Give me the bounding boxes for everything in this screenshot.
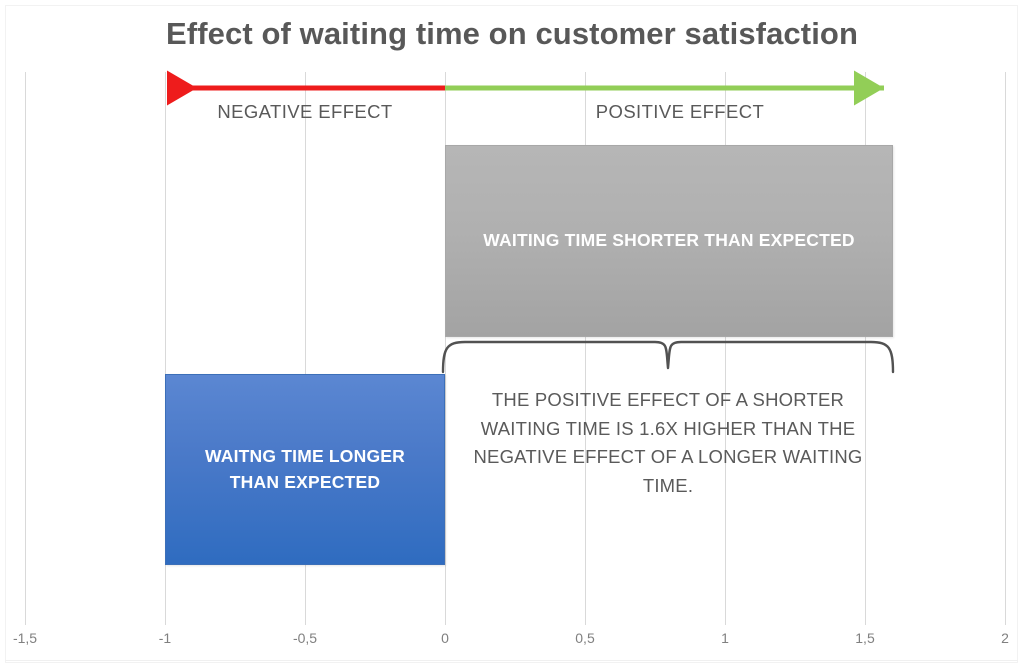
- gridline-2: [1005, 72, 1006, 625]
- positive-effect-label: POSITIVE EFFECT: [595, 101, 765, 122]
- x-axis-line: [5, 660, 1018, 661]
- bar-waiting-time-shorter: WAITING TIME SHORTER THAN EXPECTED: [445, 145, 893, 337]
- x-tick-label: -1: [158, 630, 172, 646]
- x-tick-label: 0: [441, 630, 449, 646]
- chart-title: Effect of waiting time on customer satis…: [166, 16, 858, 51]
- x-tick-label: 0,5: [575, 630, 595, 646]
- x-tick-label: -1,5: [12, 630, 38, 646]
- negative-effect-label: NEGATIVE EFFECT: [217, 101, 393, 122]
- x-tick-label: -0,5: [292, 630, 318, 646]
- bar-waiting-time-longer: WAITNG TIME LONGER THAN EXPECTED: [165, 374, 445, 565]
- x-tick-label: 2: [1001, 630, 1009, 646]
- x-tick-label: 1: [721, 630, 729, 646]
- x-tick-label: 1,5: [855, 630, 875, 646]
- bar-label-longer: WAITNG TIME LONGER THAN EXPECTED: [205, 446, 405, 492]
- bar-label-shorter: WAITING TIME SHORTER THAN EXPECTED: [483, 230, 855, 251]
- gridline-minus-0-5: [305, 72, 306, 625]
- gridline-minus-1-5: [25, 72, 26, 625]
- ratio-callout-text: THE POSITIVE EFFECT OF A SHORTER WAITING…: [473, 389, 863, 497]
- gridline-minus-1: [165, 72, 166, 625]
